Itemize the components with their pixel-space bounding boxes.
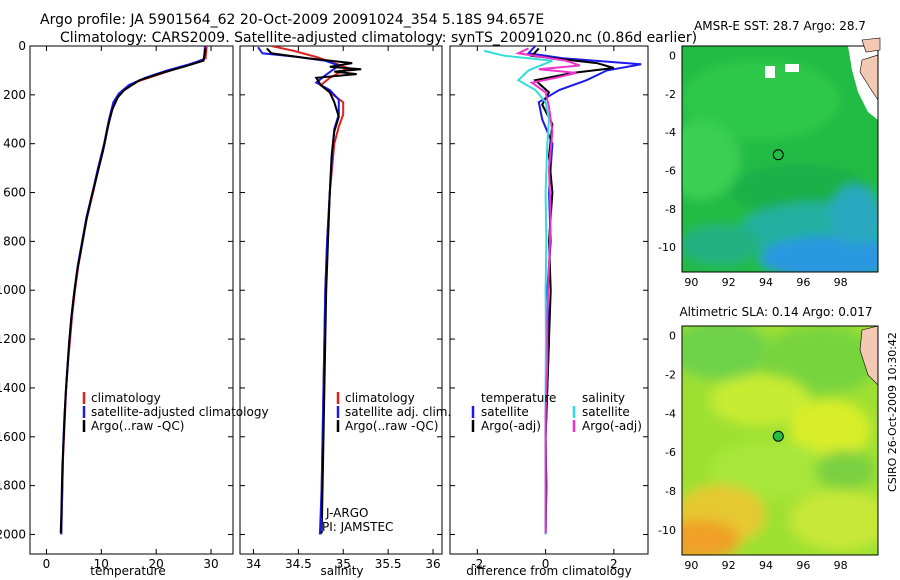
temperature-xtick-label: 30 bbox=[203, 557, 218, 571]
temperature-xlabel: temperature bbox=[90, 564, 165, 578]
difference-xtick-label: -2 bbox=[471, 557, 483, 571]
sla-map-xtick-label: 94 bbox=[759, 559, 773, 572]
depth-ytick-label: 1400 bbox=[0, 381, 26, 395]
sla-map-xtick-label: 92 bbox=[722, 559, 736, 572]
depth-ytick-label: 1200 bbox=[0, 332, 26, 346]
sla-map-title: Altimetric SLA: 0.14 Argo: 0.017 bbox=[679, 305, 872, 319]
depth-ytick-label: 1000 bbox=[0, 283, 26, 297]
sst-land-patch bbox=[861, 37, 881, 53]
sst-map-ytick-label: -6 bbox=[665, 164, 676, 177]
legend-label: Argo(..raw -QC) bbox=[91, 419, 184, 433]
depth-ytick-label: 1600 bbox=[0, 430, 26, 444]
sla-map-ytick-label: -4 bbox=[665, 407, 676, 420]
sla-map-xtick-label: 98 bbox=[834, 559, 848, 572]
salinity-xtick-label: 35.5 bbox=[375, 557, 402, 571]
salinity-series-argo-raw-qc- bbox=[266, 47, 362, 534]
legend-label: satellite bbox=[481, 405, 529, 419]
credit-text: CSIRO 26-Oct-2009 10:30:42 bbox=[886, 332, 899, 492]
temperature-xtick-label: 10 bbox=[94, 557, 109, 571]
depth-ytick-label: 0 bbox=[18, 39, 26, 53]
difference-panel-frame bbox=[449, 45, 649, 555]
sst-map-frame bbox=[681, 45, 879, 273]
sst-map-xtick-label: 98 bbox=[834, 276, 848, 289]
sla-map-ytick-label: -8 bbox=[665, 485, 676, 498]
legend-label: satellite bbox=[582, 405, 630, 419]
sst-map-ytick-label: -10 bbox=[658, 241, 676, 254]
sst-map-ytick-label: -4 bbox=[665, 126, 676, 139]
sla-map-ytick-label: -6 bbox=[665, 446, 676, 459]
legend-label: climatology bbox=[345, 391, 415, 405]
sst-map-title: AMSR-E SST: 28.7 Argo: 28.7 bbox=[694, 19, 866, 33]
difference-series-salinity-argo-adj- bbox=[514, 47, 581, 534]
sst-argo-location-marker bbox=[772, 149, 784, 161]
sla-map-ytick-label: -10 bbox=[658, 524, 676, 537]
difference-series-salinity-satellite bbox=[483, 49, 553, 535]
sst-map-ytick-label: -2 bbox=[665, 88, 676, 101]
depth-ytick-label: 200 bbox=[3, 88, 26, 102]
depth-ytick-label: 2000 bbox=[0, 527, 26, 541]
difference-series-group bbox=[483, 46, 642, 535]
salinity-panel-frame bbox=[239, 45, 443, 555]
temperature-panel-frame bbox=[29, 45, 234, 555]
depth-ytick-label: 1800 bbox=[0, 479, 26, 493]
salinity-xtick-label: 34 bbox=[246, 557, 261, 571]
depth-ytick-label: 400 bbox=[3, 137, 26, 151]
difference-legend: temperature satellite Argo(-adj) salinit… bbox=[471, 391, 642, 433]
sla-map-frame bbox=[681, 325, 879, 556]
difference-xtick-label: 2 bbox=[610, 557, 618, 571]
data-source-annotation: J-ARGO bbox=[325, 506, 368, 520]
temperature-series-group bbox=[59, 46, 208, 535]
legend-label: Argo(-adj) bbox=[481, 419, 541, 433]
salinity-legend: climatology satellite adj. clim. Argo(..… bbox=[319, 391, 451, 534]
temperature-legend: climatology satellite-adjusted climatolo… bbox=[82, 391, 269, 433]
salinity-xlabel: salinity bbox=[320, 564, 363, 578]
legend-label: satellite adj. clim. bbox=[345, 405, 451, 419]
legend-group-title-temperature: temperature bbox=[481, 391, 556, 405]
legend-label: Argo(..raw -QC) bbox=[345, 419, 438, 433]
temperature-series-satellite-adjusted-climatology bbox=[60, 46, 206, 535]
sla-map-ytick-label: 0 bbox=[669, 330, 676, 343]
plot-title-line-2: Climatology: CARS2009. Satellite-adjuste… bbox=[60, 30, 698, 46]
salinity-xtick-label: 35 bbox=[336, 557, 351, 571]
difference-xtick-label: 0 bbox=[542, 557, 550, 571]
difference-series-temperature-argo-adj- bbox=[529, 47, 615, 534]
temperature-series-argo-raw-qc- bbox=[59, 48, 207, 534]
legend-label: Argo(-adj) bbox=[582, 419, 642, 433]
depth-ytick-label: 600 bbox=[3, 186, 26, 200]
temperature-xtick-label: 20 bbox=[149, 557, 164, 571]
sst-map-ytick-label: -8 bbox=[665, 203, 676, 216]
sst-map-xtick-label: 92 bbox=[722, 276, 736, 289]
sst-map-xtick-label: 94 bbox=[759, 276, 773, 289]
sla-map-xtick-label: 90 bbox=[684, 559, 698, 572]
sla-map-xtick-label: 96 bbox=[796, 559, 810, 572]
sla-map-ytick-label: -2 bbox=[665, 369, 676, 382]
depth-ytick-label: 800 bbox=[3, 234, 26, 248]
temperature-xtick-label: 0 bbox=[43, 557, 51, 571]
salinity-series-group bbox=[257, 46, 362, 535]
difference-xlabel: difference from climatology bbox=[466, 564, 632, 578]
sla-argo-location-marker bbox=[772, 430, 784, 442]
sst-map-xtick-label: 90 bbox=[684, 276, 698, 289]
temperature-series-climatology bbox=[60, 46, 208, 535]
legend-label: satellite-adjusted climatology bbox=[91, 405, 269, 419]
sst-map-xtick-label: 96 bbox=[796, 276, 810, 289]
legend-group-title-salinity: salinity bbox=[582, 391, 625, 405]
sst-map-ytick-label: 0 bbox=[669, 50, 676, 63]
salinity-xtick-label: 36 bbox=[425, 557, 440, 571]
sst-heatmap bbox=[682, 46, 878, 272]
salinity-xtick-label: 34.5 bbox=[285, 557, 312, 571]
plot-title-line-1: Argo profile: JA 5901564_62 20-Oct-2009 … bbox=[40, 12, 545, 28]
pi-annotation: PI: JAMSTEC bbox=[322, 520, 393, 534]
legend-label: climatology bbox=[91, 391, 161, 405]
